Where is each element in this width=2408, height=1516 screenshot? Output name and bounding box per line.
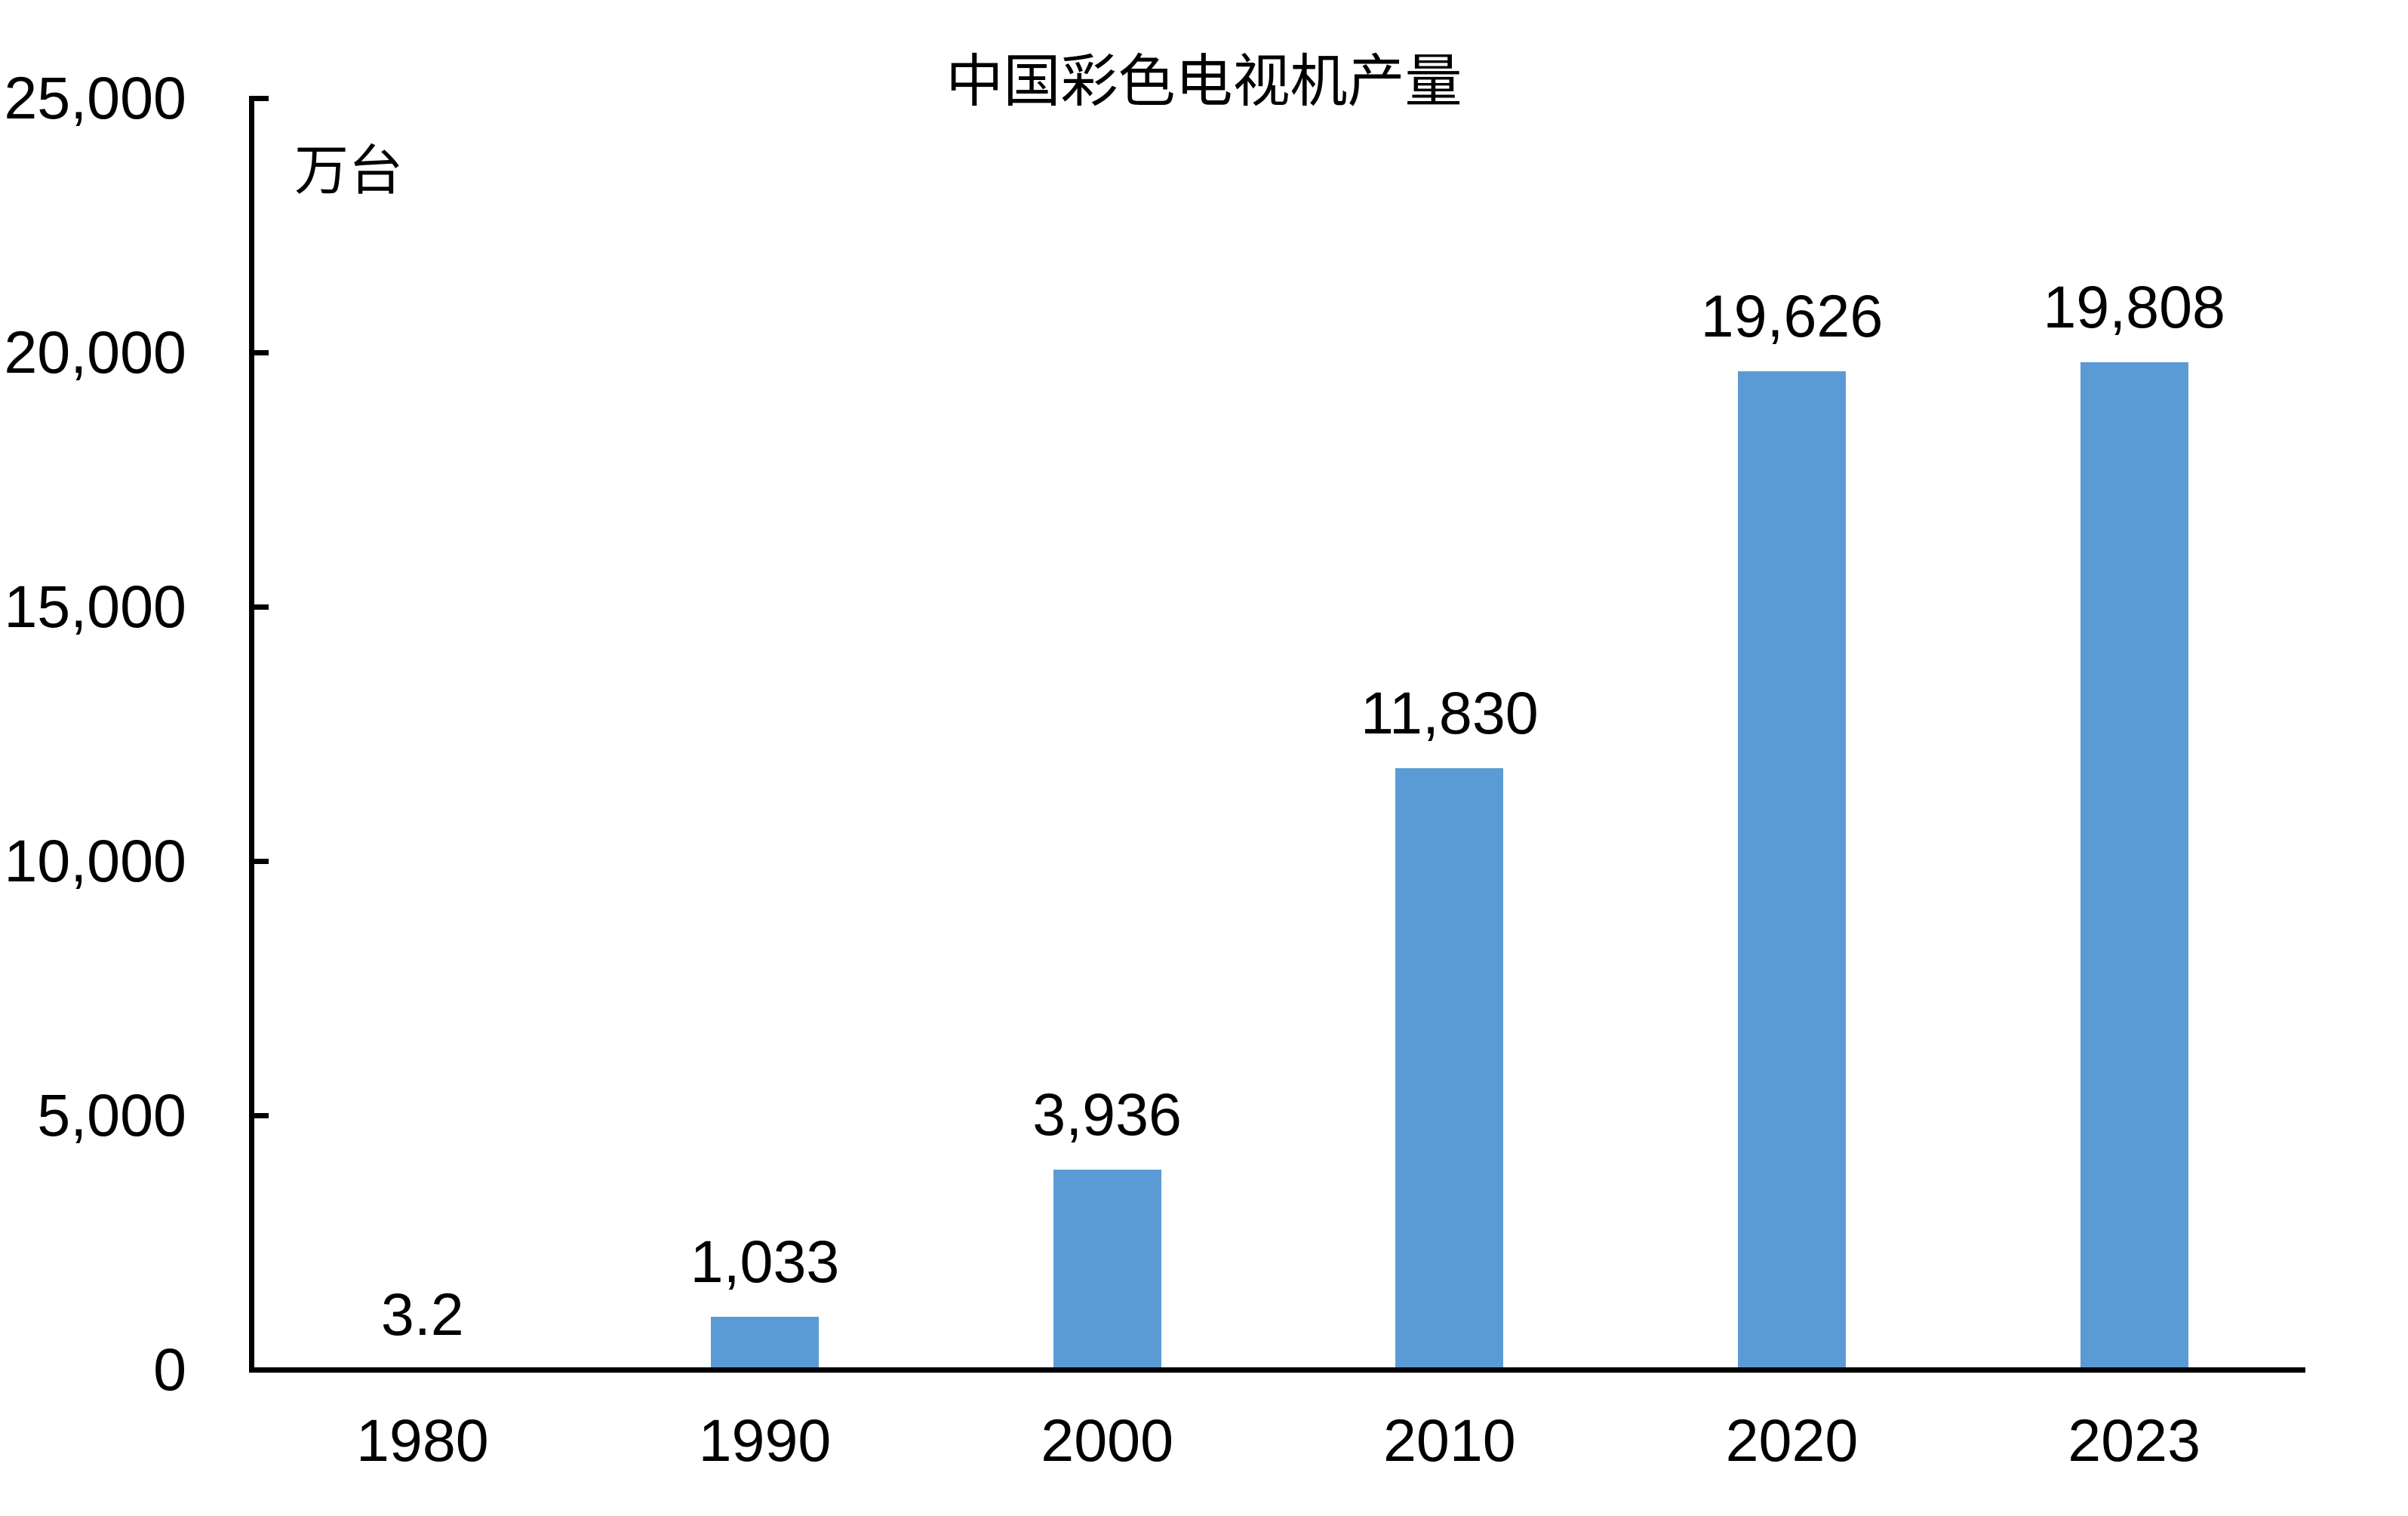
bar-value-label-1980: 3.2	[380, 1280, 464, 1348]
x-axis-label-2010: 2010	[1382, 1407, 1516, 1474]
y-axis-line	[249, 96, 254, 1373]
y-axis-tick-label: 5,000	[37, 1081, 186, 1149]
y-axis-tick-label: 0	[153, 1336, 186, 1403]
bar-value-label-2023: 19,808	[2043, 272, 2225, 340]
y-axis-tick-label: 15,000	[4, 573, 186, 640]
y-axis-tick-label: 10,000	[4, 827, 186, 894]
y-axis-tick	[249, 859, 269, 864]
bar-2000	[1053, 1169, 1161, 1370]
y-axis-tick-label: 20,000	[4, 318, 186, 386]
y-axis-tick-label: 25,000	[4, 64, 186, 131]
bar-value-label-2010: 11,830	[1360, 678, 1539, 746]
bar-value-label-2020: 19,626	[1700, 282, 1884, 350]
y-axis-tick	[249, 1113, 269, 1118]
bar-1990	[711, 1317, 819, 1370]
chart-title: 中国彩色电视机产量	[946, 51, 1462, 114]
x-axis-label-1980: 1980	[355, 1407, 489, 1474]
x-axis-label-2000: 2000	[1041, 1407, 1174, 1474]
x-axis-label-2020: 2020	[1725, 1407, 1859, 1474]
bar-2023	[2080, 361, 2188, 1370]
x-axis-label-1990: 1990	[698, 1407, 832, 1474]
y-axis-tick	[249, 604, 269, 610]
bar-value-label-1990: 1,033	[690, 1228, 840, 1296]
y-axis-unit-label: 万台	[294, 141, 404, 201]
y-axis-tick	[249, 350, 269, 355]
bar-2010	[1395, 767, 1504, 1370]
x-axis-label-2023: 2023	[2068, 1407, 2201, 1474]
bar-2020	[1738, 371, 1846, 1370]
x-axis-line	[249, 1367, 2305, 1373]
y-axis-tick	[249, 96, 269, 101]
bar-value-label-2000: 3,936	[1032, 1080, 1182, 1148]
